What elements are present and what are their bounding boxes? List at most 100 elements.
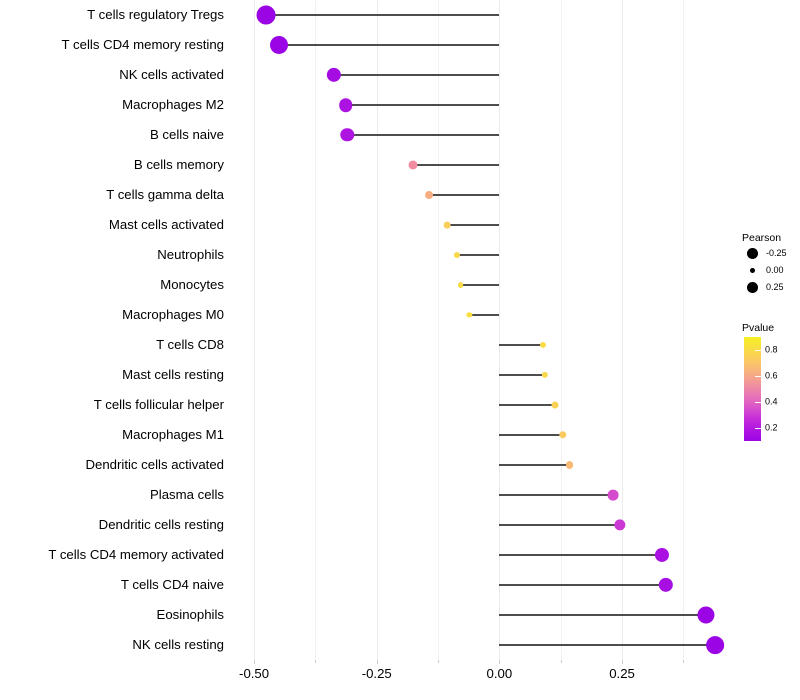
pearson-legend-dot [747,282,758,293]
y-axis-category-labels: T cells regulatory Tregs T cells CD4 memo… [0,0,224,660]
lollipop-stem [499,404,555,406]
lollipop-dot[interactable] [607,489,619,501]
y-axis-label: T cells CD4 naive [120,577,224,592]
plot-area [232,0,730,660]
lollipop-stem [456,254,500,256]
colorbar-tick [755,428,761,429]
lollipop-stem [499,584,666,586]
pearson-legend-entry[interactable]: 0.00 [744,262,787,279]
pvalue-colorbar [744,337,761,441]
lollipop-dot[interactable] [654,547,669,563]
x-tick-mark [622,660,624,664]
lollipop-dot[interactable] [443,221,451,229]
colorbar-tick [755,402,761,403]
pearson-legend-label: -0.25 [766,248,787,258]
lollipop-dot[interactable] [697,606,715,624]
lollipop-stem [429,194,500,196]
pearson-legend-label: 0.25 [766,282,784,292]
pearson-legend-entry[interactable]: -0.25 [744,245,787,262]
y-axis-label: Mast cells resting [122,367,224,382]
lollipop-dot[interactable] [340,128,355,142]
pearson-size-legend: Pearson -0.25 0.00 0.25 [742,232,787,296]
pvalue-legend-title: Pvalue [742,322,775,334]
gridline-minor [560,0,562,660]
lollipop-stem [499,374,546,376]
gridline-minor [438,0,440,660]
lollipop-stem [499,644,716,646]
lollipop-dot[interactable] [256,5,276,25]
y-axis-label: NK cells activated [119,67,224,82]
y-axis-label: Dendritic cells resting [98,517,224,532]
lollipop-stem [265,14,500,16]
x-tick-mark [376,660,378,664]
y-axis-label: B cells memory [133,157,224,172]
colorbar-tick-label: 0.8 [765,344,778,355]
gridline-minor [315,0,317,660]
y-axis-label: Macrophages M0 [122,307,224,322]
lollipop-dot[interactable] [326,67,342,83]
lollipop-stem [446,224,500,226]
lollipop-dot[interactable] [270,35,289,55]
lollipop-stem [460,284,500,286]
lollipop-stem [499,554,662,556]
gridline-major [622,0,624,660]
x-tick-label: 0.25 [609,666,635,681]
pearson-legend-label: 0.00 [766,265,784,275]
colorbar-tick-label: 0.6 [765,370,778,381]
lollipop-dot[interactable] [706,636,725,654]
lollipop-dot[interactable] [408,160,418,170]
y-axis-label: T cells follicular helper [93,397,224,412]
pearson-legend-swatch-box [744,245,761,262]
lollipop-dot[interactable] [658,577,673,593]
lollipop-dot[interactable] [551,401,559,409]
lollipop-stem [499,464,570,466]
pearson-legend-dot [747,248,758,259]
lollipop-stem [469,314,500,316]
lollipop-dot[interactable] [457,282,464,288]
colorbar-tick [755,376,761,377]
gridline-minor [683,0,685,660]
pearson-legend-entry[interactable]: 0.25 [744,279,787,296]
lollipop-dot[interactable] [541,371,549,379]
lollipop-dot[interactable] [558,431,567,439]
pvalue-colorbar-wrap: 0.8 0.6 0.4 0.2 [744,337,794,441]
lollipop-dot[interactable] [425,191,434,199]
pearson-legend-dot [750,268,755,273]
lollipop-dot[interactable] [339,98,353,112]
y-axis-label: Neutrophils [157,247,224,262]
colorbar-tick-label: 0.2 [765,422,778,433]
y-axis-label: Macrophages M1 [122,427,224,442]
pearson-legend-swatch-box [744,279,761,296]
y-axis-label: Eosinophils [156,607,224,622]
lollipop-stem [347,134,500,136]
lollipop-dot[interactable] [565,461,574,469]
colorbar-tick-label: 0.4 [765,396,778,407]
x-axis: -0.50 -0.25 0.00 0.25 [232,660,730,700]
colorbar-tick [755,350,761,351]
gridline-major [254,0,256,660]
x-tick-label: -0.25 [361,666,392,681]
y-axis-label: Macrophages M2 [122,97,224,112]
legend-container: Pearson -0.25 0.00 0.25 Pvalue 0.8 0.6 0.4 0.… [740,232,800,452]
x-tick-mark-minor [438,660,440,663]
lollipop-stem [499,434,563,436]
lollipop-dot[interactable] [614,519,626,531]
lollipop-dot[interactable] [466,312,473,318]
lollipop-stem [345,104,500,106]
y-axis-label: T cells CD4 memory activated [48,547,224,562]
y-axis-label: Dendritic cells activated [85,457,224,472]
y-axis-label: Plasma cells [149,487,224,502]
lollipop-dot[interactable] [540,341,547,349]
pearson-legend-entries: -0.25 0.00 0.25 [742,245,787,296]
y-axis-label: B cells naive [149,127,224,142]
pearson-legend-swatch-box [744,262,761,279]
y-axis-label: NK cells resting [132,637,224,652]
lollipop-stem [499,614,706,616]
y-axis-label: Mast cells activated [108,217,224,232]
pearson-legend-title: Pearson [742,232,782,244]
gridline-major [376,0,378,660]
y-axis-label: T cells CD4 memory resting [61,37,224,52]
lollipop-dot[interactable] [453,251,460,259]
gridline-major [499,0,501,660]
